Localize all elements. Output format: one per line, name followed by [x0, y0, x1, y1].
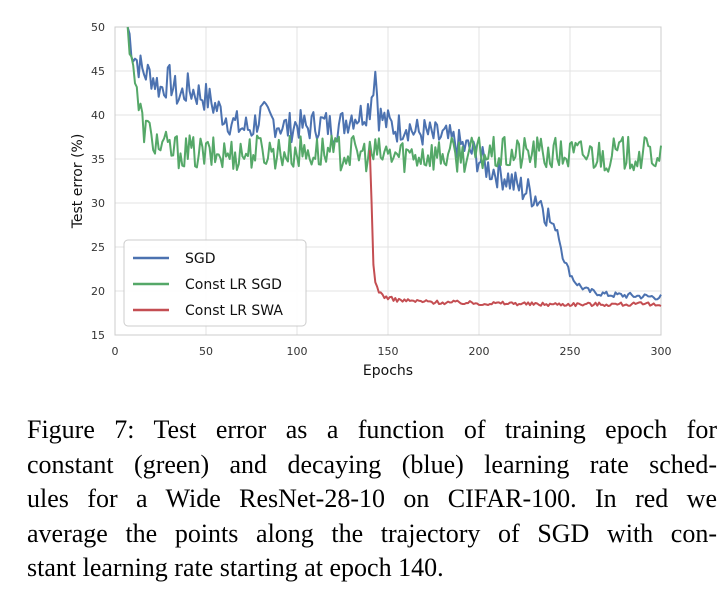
legend-label: Const LR SWA [185, 303, 283, 319]
caption-line-4: average the points along the trajectory … [27, 518, 717, 548]
caption-line-2: constant (green) and decaying (blue) lea… [27, 449, 717, 479]
y-tick-label: 25 [91, 241, 105, 254]
series-line-3 [368, 150, 662, 308]
series-line-2 [126, 26, 662, 174]
y-axis-ticks: 15 20 25 30 35 40 45 50 [91, 21, 105, 342]
y-axis-title: Test error (%) [70, 134, 86, 230]
legend-label: Const LR SGD [185, 277, 282, 293]
x-tick-label: 100 [287, 345, 308, 358]
x-tick-label: 200 [469, 345, 490, 358]
legend: SGD Const LR SGD Const LR SWA [123, 239, 307, 327]
test-error-chart: 0 50 100 150 200 250 300 15 20 25 30 35 40 45 50 Epoc… [70, 21, 672, 379]
y-tick-label: 15 [91, 329, 105, 342]
caption-line-1: Figure 7: Test error as a function of tr… [27, 415, 717, 444]
y-tick-label: 30 [91, 197, 105, 210]
figure-caption: Figure 7: Test error as a function of tr… [27, 413, 717, 586]
x-tick-label: 250 [560, 345, 581, 358]
plot-area [114, 26, 662, 336]
y-tick-label: 40 [91, 109, 105, 122]
series-lines [126, 26, 662, 308]
caption-line-3: ules for a Wide ResNet-28-10 on CIFAR-10… [27, 484, 717, 513]
caption-line-5: stant learning rate starting at epoch 14… [27, 553, 444, 582]
x-tick-label: 150 [378, 345, 399, 358]
y-tick-label: 45 [91, 65, 105, 78]
x-tick-label: 50 [199, 345, 213, 358]
x-tick-label: 0 [112, 345, 119, 358]
series-line-1 [126, 27, 662, 301]
y-tick-label: 20 [91, 285, 105, 298]
y-tick-label: 50 [91, 21, 105, 34]
legend-label: SGD [185, 251, 216, 267]
x-axis-title: Epochs [363, 363, 413, 379]
x-axis-ticks: 0 50 100 150 200 250 300 [112, 345, 672, 358]
legend-box [123, 239, 307, 327]
y-tick-label: 35 [91, 153, 105, 166]
x-tick-label: 300 [651, 345, 672, 358]
